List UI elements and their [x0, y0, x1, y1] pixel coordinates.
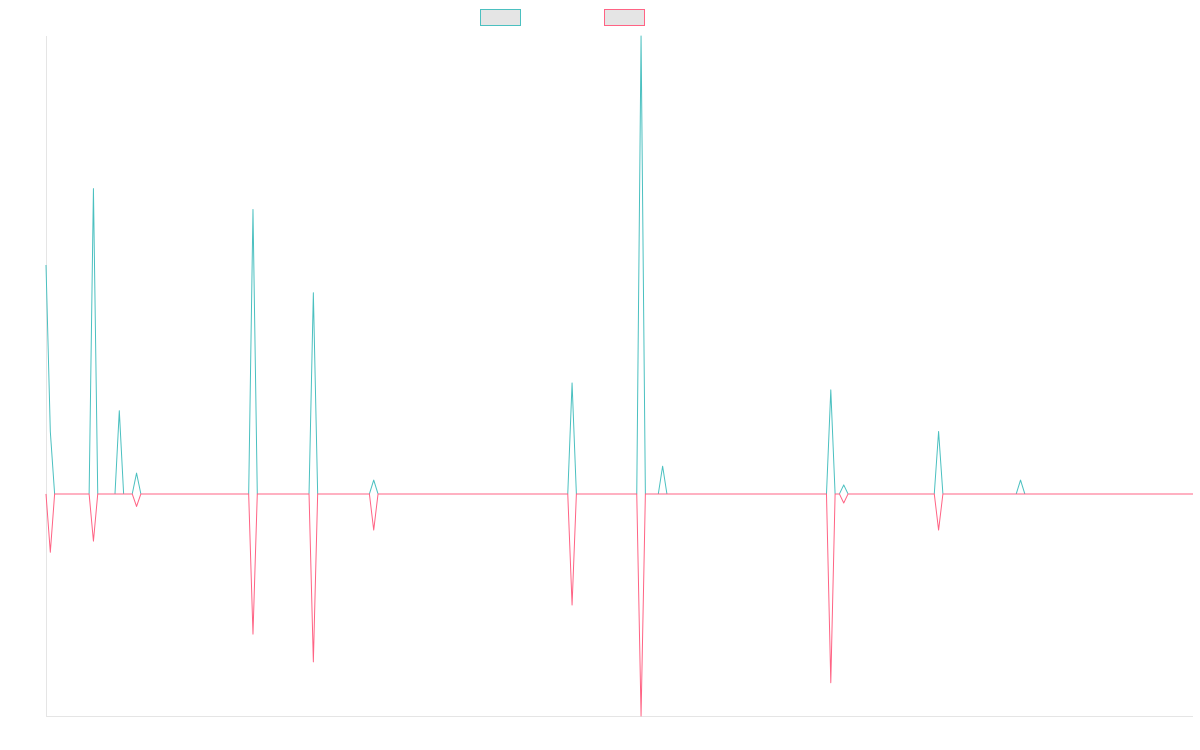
legend-swatch-1	[480, 9, 521, 26]
series-layer	[45, 35, 1193, 717]
series-1-line	[45, 35, 1193, 495]
plot-area	[45, 35, 1193, 717]
series-2-line	[45, 493, 1193, 717]
legend	[480, 9, 645, 26]
legend-item-2[interactable]	[604, 9, 645, 26]
legend-swatch-2	[604, 9, 645, 26]
legend-item-1[interactable]	[480, 9, 521, 26]
